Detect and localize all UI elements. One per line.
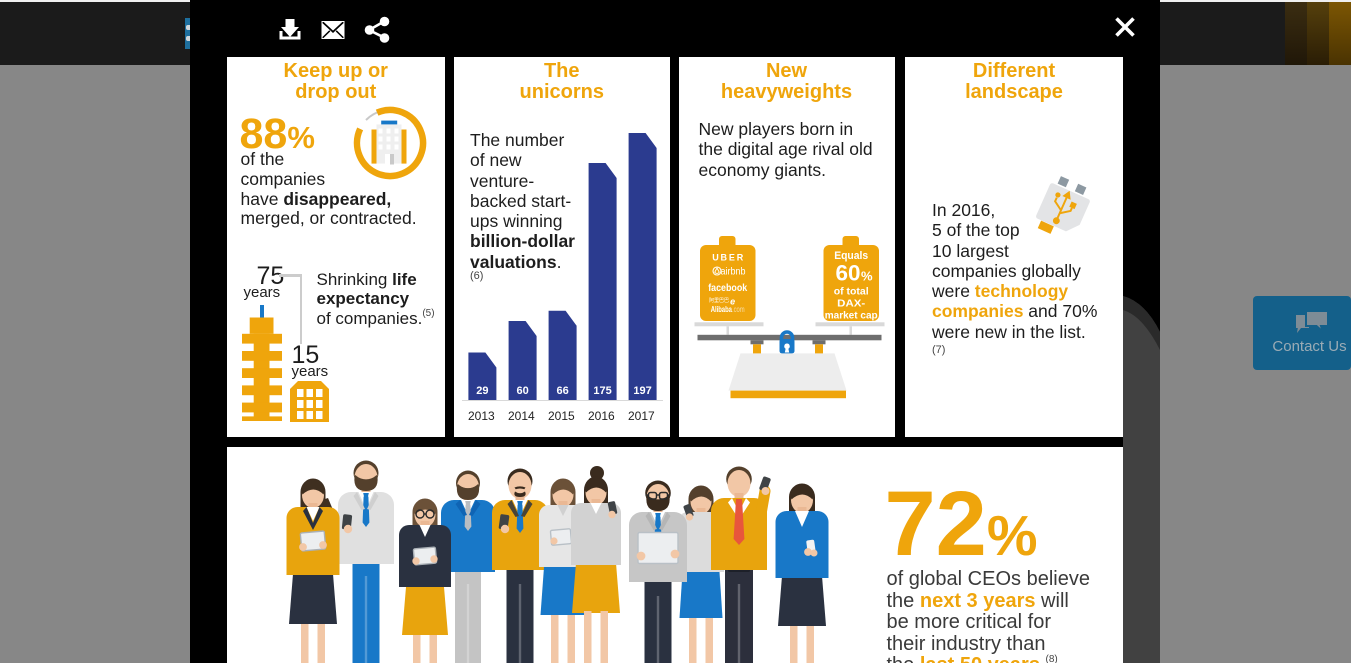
svg-text:Equals: Equals (834, 250, 868, 262)
svg-text:of total: of total (833, 286, 868, 298)
svg-text:175: 175 (593, 385, 611, 397)
svg-text:facebook: facebook (708, 282, 747, 294)
svg-text:UBER: UBER (712, 253, 744, 263)
svg-text:66: 66 (556, 385, 568, 397)
svg-text:197: 197 (633, 385, 651, 397)
svg-text:阿里巴巴: 阿里巴巴 (708, 297, 728, 304)
svg-text:e⃣: e⃣ (730, 297, 742, 307)
svg-text:market cap: market cap (824, 310, 877, 322)
svg-text:60%: 60% (835, 261, 873, 286)
svg-text:60: 60 (516, 385, 528, 397)
svg-text:DAX-: DAX- (837, 298, 866, 310)
svg-text:airbnb: airbnb (720, 266, 745, 278)
svg-text:29: 29 (476, 385, 488, 397)
svg-text:Alibaba.com: Alibaba.com (710, 305, 744, 314)
